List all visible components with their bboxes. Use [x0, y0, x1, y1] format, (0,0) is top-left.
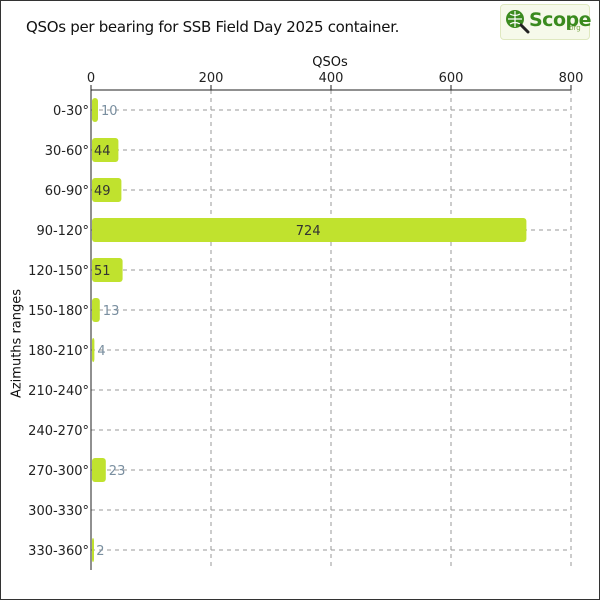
x-axis-label: QSOs [312, 55, 348, 70]
bar [92, 298, 100, 322]
bar-value-label: 51 [94, 264, 111, 279]
bar-value-label: 2 [96, 544, 104, 559]
category-label: 270-300° [28, 464, 89, 479]
logo-suffix: .org [567, 24, 581, 32]
bar [92, 218, 527, 242]
bar [92, 178, 122, 202]
category-label: 0-30° [53, 104, 89, 119]
bar-value-label: 49 [94, 184, 111, 199]
bar [92, 138, 119, 162]
logo-text: Scope [529, 9, 592, 31]
x-tick-label: 0 [87, 71, 95, 86]
qscope-logo[interactable]: Scope .org [500, 4, 592, 40]
category-label: 300-330° [28, 504, 89, 519]
bar-value-label: 44 [94, 144, 111, 159]
category-label: 240-270° [28, 424, 89, 439]
x-tick-label: 200 [199, 71, 224, 86]
magnifier-globe-icon [506, 10, 530, 34]
category-label: 90-120° [36, 224, 89, 239]
x-tick-label: 400 [319, 71, 344, 86]
bar [92, 338, 95, 362]
category-label: 330-360° [28, 544, 89, 559]
x-tick-label: 600 [439, 71, 464, 86]
category-label: 150-180° [28, 304, 89, 319]
bar-value-label: 13 [103, 304, 120, 319]
bar [92, 98, 98, 122]
x-tick-label: 800 [559, 71, 584, 86]
bar-value-label: 4 [97, 344, 105, 359]
category-label: 120-150° [28, 264, 89, 279]
bar-value-label: 23 [109, 464, 126, 479]
bar [92, 458, 106, 482]
bar-value-label: 10 [101, 104, 118, 119]
bar [92, 258, 123, 282]
category-label: 180-210° [28, 344, 89, 359]
category-label: 210-240° [28, 384, 89, 399]
category-label: 60-90° [45, 184, 89, 199]
bar [92, 538, 94, 562]
bar-value-label: 724 [296, 224, 321, 239]
chart-title: QSOs per bearing for SSB Field Day 2025 … [26, 18, 400, 36]
category-label: 30-60° [45, 144, 89, 159]
